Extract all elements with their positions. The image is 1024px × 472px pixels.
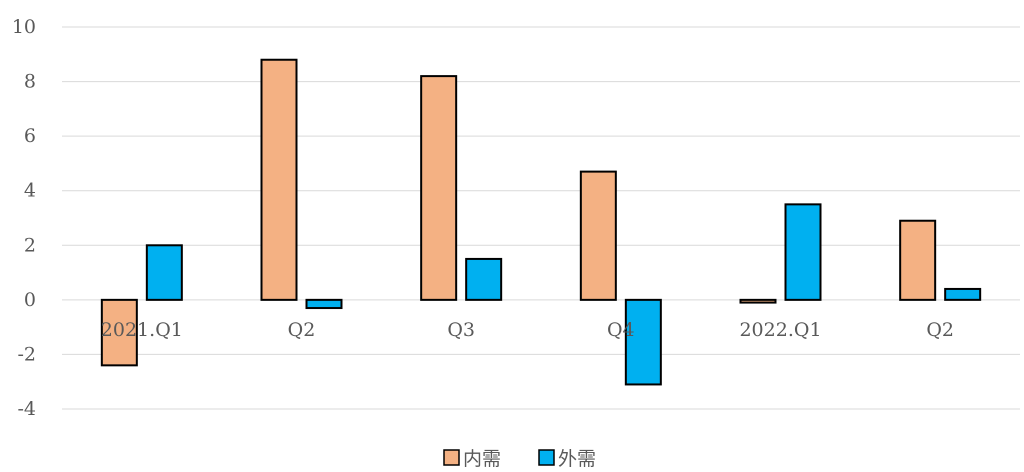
legend-label: 外需: [558, 448, 596, 470]
bar: [100, 298, 138, 367]
y-tick-label: 2: [24, 234, 36, 256]
category-labels: 2021.Q1 Q2 Q3 Q4 2022.Q1 Q2: [101, 319, 954, 341]
bar: [420, 75, 458, 301]
bar: [579, 170, 617, 301]
y-tick-label: 10: [12, 16, 36, 38]
bar: [260, 58, 298, 301]
legend-label: 内需: [463, 448, 501, 470]
category-label: Q4: [607, 319, 635, 341]
y-tick-label: 6: [24, 125, 36, 147]
bar: [305, 298, 343, 310]
category-label: 2022.Q1: [739, 319, 821, 341]
legend: 内需 外需: [443, 448, 596, 470]
legend-swatch: [443, 449, 460, 466]
bar: [145, 244, 183, 301]
legend-swatch: [538, 449, 555, 466]
category-label: Q2: [926, 319, 954, 341]
y-tick-label: 4: [24, 180, 36, 202]
y-tick-label: -2: [17, 343, 36, 365]
bar: [739, 298, 777, 304]
bar: [944, 287, 982, 301]
y-tick-label: 0: [24, 289, 36, 311]
y-axis-ticks: 10 8 6 4 2 0 -2 -4: [12, 16, 36, 420]
y-tick-label: -4: [17, 398, 36, 420]
category-label: Q2: [288, 319, 316, 341]
bars: [100, 58, 982, 386]
category-label: 2021.Q1: [101, 319, 183, 341]
bar: [784, 203, 822, 301]
gridlines: [62, 26, 1020, 410]
bar: [899, 219, 937, 301]
bar: [465, 257, 503, 301]
bar: [624, 298, 662, 386]
category-label: Q3: [447, 319, 475, 341]
y-tick-label: 8: [24, 71, 36, 93]
